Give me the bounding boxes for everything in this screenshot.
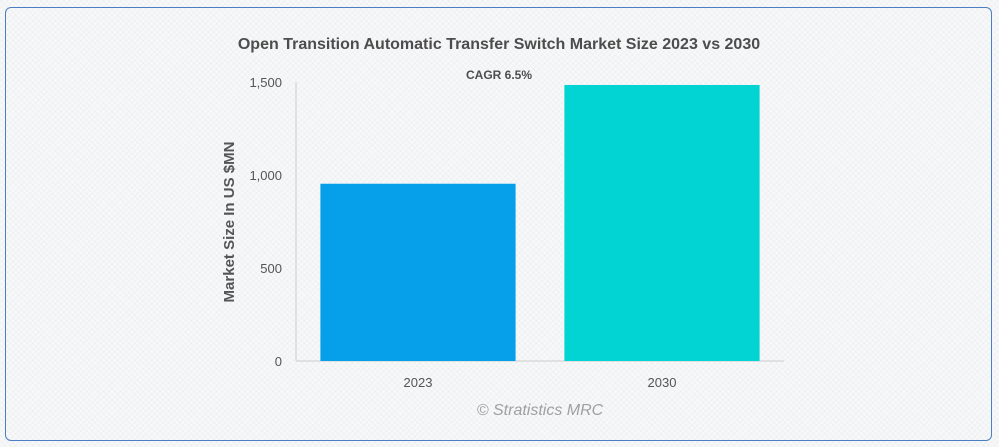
y-axis-label: Market Size In US $MN xyxy=(221,142,238,303)
chart-frame xyxy=(5,7,992,441)
y-tick-label: 1,500 xyxy=(249,75,282,90)
watermark: © Stratistics MRC xyxy=(477,402,604,419)
x-axis-ticks: 2023 2030 xyxy=(404,375,677,390)
x-tick-label: 2030 xyxy=(648,375,677,390)
y-axis-ticks: 0 500 1,000 1,500 xyxy=(249,75,282,369)
y-tick-label: 500 xyxy=(260,261,282,276)
bar-2023 xyxy=(320,183,516,361)
y-tick-label: 1,000 xyxy=(249,168,282,183)
x-tick-label: 2023 xyxy=(404,375,433,390)
y-tick-label: 0 xyxy=(275,354,282,369)
cagr-annotation: CAGR 6.5% xyxy=(466,68,532,82)
chart-title: Open Transition Automatic Transfer Switc… xyxy=(238,36,760,53)
bars xyxy=(320,84,760,361)
bar-2030 xyxy=(564,84,760,361)
